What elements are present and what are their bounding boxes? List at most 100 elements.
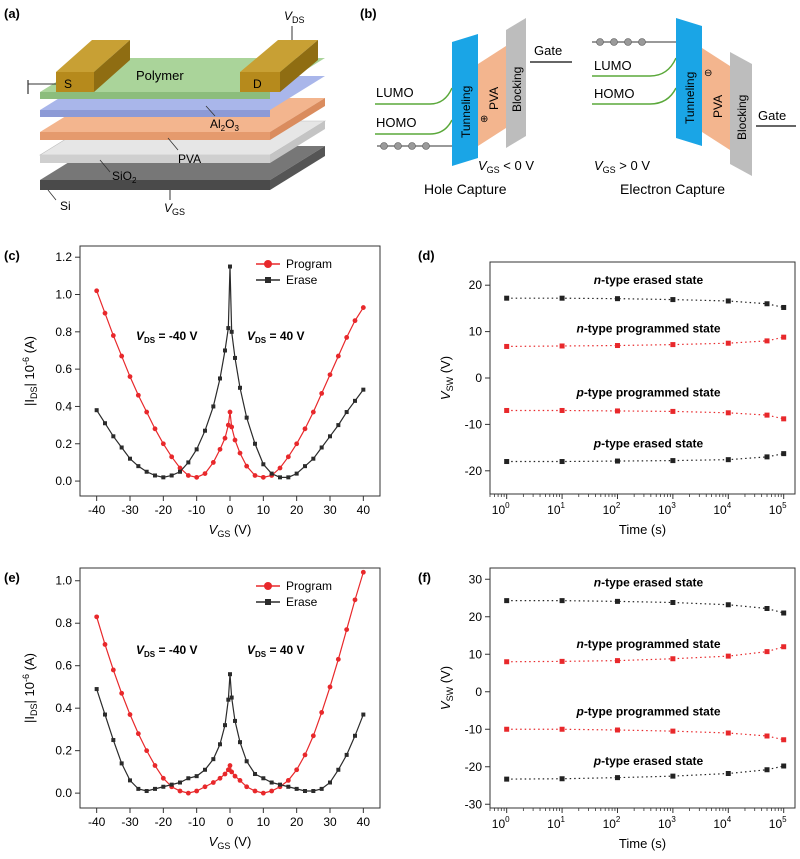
data-point-program	[119, 353, 125, 359]
y-tick-label: 0.4	[55, 399, 72, 413]
data-point-erase	[211, 404, 216, 409]
data-point	[614, 296, 620, 302]
data-point-erase	[286, 475, 291, 480]
y-axis-label: |IDS| 10-6 (A)	[21, 336, 39, 406]
data-point-erase	[226, 697, 231, 702]
x-tick-label: 40	[357, 503, 371, 517]
data-point	[670, 600, 676, 605]
sio2-layer-side	[40, 155, 270, 163]
data-point-erase	[218, 742, 222, 747]
legend-marker	[265, 599, 271, 605]
data-point-program	[194, 474, 200, 480]
data-point-program	[302, 426, 308, 432]
data-point	[764, 301, 770, 307]
panel-label: (c)	[4, 248, 20, 263]
data-point-erase	[228, 264, 232, 269]
y-tick-label: 30	[469, 572, 483, 586]
series-label: p-type programmed state	[575, 704, 720, 718]
chart-f: (f)100 101 102 103 104 105-30-20-100102030Tim…	[418, 567, 796, 851]
vds-label: VDS	[284, 9, 305, 25]
series-label-type: n	[594, 273, 601, 287]
data-point-erase	[336, 767, 341, 772]
data-point-program	[232, 437, 238, 443]
data-point-program	[177, 465, 183, 471]
tunneling-label-right: Tunneling	[683, 72, 697, 124]
x-tick-base: 10	[547, 817, 561, 831]
data-point	[781, 304, 787, 310]
series-label-text: -type programmed state	[584, 704, 721, 718]
annotation-vds-negative: VDS = -40 V	[136, 329, 198, 345]
data-point-erase	[344, 752, 349, 757]
series-label-text: -type erased state	[601, 576, 703, 590]
series-label: n-type programmed state	[576, 321, 720, 335]
data-point-program	[352, 597, 358, 603]
polymer-layer-side	[40, 92, 270, 99]
data-point	[764, 733, 770, 739]
legend-marker	[264, 582, 272, 590]
series-label: p-type erased state	[593, 437, 704, 451]
chart-c: (c) -40 -30 -20 -10 0 10 20 30 40 0.0 0.2 0.4 0.6 0.8 1…	[4, 245, 381, 539]
data-point-program	[302, 752, 308, 758]
data-point	[504, 459, 510, 465]
legend-label: Program	[286, 257, 332, 271]
data-point	[504, 726, 510, 732]
data-point-erase	[269, 780, 274, 785]
series-label-type: n	[594, 576, 601, 590]
drain-electrode-top	[240, 40, 318, 72]
y-axis-label-sup: -6	[21, 357, 31, 365]
data-point-program	[232, 773, 238, 779]
data-point-program	[229, 769, 235, 775]
data-point-program	[244, 784, 250, 790]
data-point-erase	[303, 789, 307, 794]
y-axis-label-part: | 10	[22, 682, 37, 703]
data-point	[559, 295, 565, 301]
series-label-type: p	[575, 385, 583, 399]
data-point-program	[110, 667, 116, 673]
data-point-program	[144, 748, 150, 754]
y-axis-label-unit: (A)	[22, 336, 37, 357]
data-point-erase	[178, 469, 182, 474]
legend-label: Erase	[286, 595, 318, 609]
data-point-erase	[111, 434, 116, 439]
data-point-erase	[211, 757, 216, 762]
x-tick-label: -10	[188, 815, 206, 829]
data-point-erase	[261, 776, 266, 781]
series-label-text: -type programmed state	[584, 637, 721, 651]
x-tick-label: 102	[603, 501, 621, 517]
annotation-vds-positive: VDS = 40 V	[247, 329, 305, 345]
y-axis-label-part: |I	[22, 399, 37, 406]
data-point-program	[344, 335, 350, 340]
homo-line-right	[592, 87, 677, 105]
data-point-erase	[161, 475, 166, 480]
annotation-value: = 40 V	[266, 329, 304, 343]
series-label-type: p	[593, 754, 601, 768]
x-tick-exponent: 4	[727, 815, 732, 824]
data-point-program	[335, 656, 341, 662]
data-point	[764, 454, 770, 460]
x-tick-base: 10	[492, 817, 506, 831]
data-point-program	[227, 409, 233, 415]
data-point-erase	[311, 456, 316, 461]
data-point	[781, 416, 787, 422]
x-tick-exponent: 1	[561, 501, 566, 510]
data-point-program	[294, 767, 300, 773]
hole-dot	[380, 142, 388, 150]
annotation-value: = 40 V	[266, 643, 304, 657]
lumo-line-left	[375, 87, 453, 105]
x-tick-exponent: 0	[505, 815, 510, 824]
data-point	[725, 771, 731, 776]
series-label: n-type erased state	[594, 273, 704, 287]
tunneling-label-left: Tunneling	[459, 86, 473, 138]
x-tick-label: 10	[257, 503, 271, 517]
annotation-vds-positive: VDS = 40 V	[247, 643, 305, 659]
x-tick-base: 10	[492, 503, 506, 517]
x-tick-base: 10	[658, 817, 672, 831]
data-point	[781, 451, 787, 457]
x-tick-label: 101	[547, 815, 565, 831]
gate-label-left: Gate	[534, 43, 562, 58]
y-axis-label-unit: (A)	[22, 653, 37, 674]
data-point	[781, 737, 787, 743]
legend-label: Erase	[286, 273, 318, 287]
data-point-erase	[94, 408, 99, 413]
